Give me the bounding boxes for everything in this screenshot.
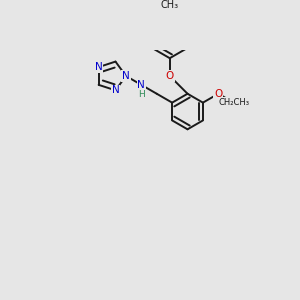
Text: N: N (137, 80, 145, 90)
Text: N: N (95, 62, 103, 72)
Text: CH₂CH₃: CH₂CH₃ (218, 98, 249, 107)
Text: H: H (138, 90, 145, 99)
Text: CH₃: CH₃ (161, 0, 179, 10)
Text: O: O (166, 71, 174, 81)
Text: O: O (214, 89, 223, 99)
Text: N: N (122, 71, 130, 81)
Text: N: N (112, 85, 119, 95)
